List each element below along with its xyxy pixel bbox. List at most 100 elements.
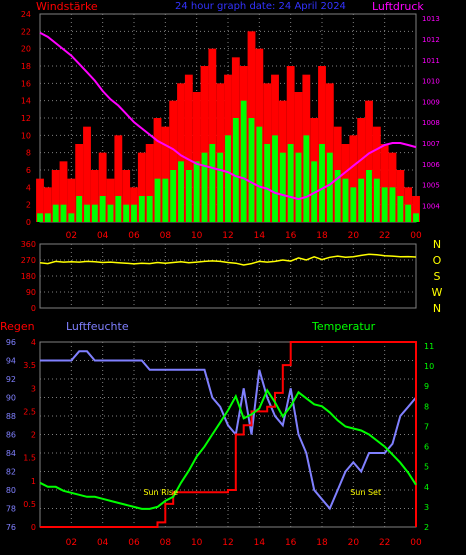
wind-avg-bar bbox=[99, 196, 106, 222]
wind-gust-bar bbox=[51, 170, 60, 222]
compass-label: N bbox=[433, 238, 441, 251]
temp-y-tick-label: 2 bbox=[424, 523, 429, 532]
wind-gust-bar bbox=[404, 187, 413, 222]
x-tick-label: 08 bbox=[160, 538, 172, 548]
wind-avg-bar bbox=[60, 204, 67, 222]
wind-gust-bar bbox=[98, 152, 107, 222]
wind-gust-bar bbox=[153, 118, 162, 222]
pressure-y-tick-label: 1009 bbox=[422, 98, 440, 106]
wind-gust-bar bbox=[106, 178, 115, 222]
wind-avg-bar bbox=[178, 161, 184, 222]
x-tick-label: 12 bbox=[222, 231, 233, 241]
wind-avg-bar bbox=[162, 178, 169, 222]
rain-line bbox=[40, 341, 417, 528]
temperatur-label: Temperatur bbox=[311, 320, 376, 333]
wind-avg-bar bbox=[154, 178, 161, 222]
x-tick-label: 22 bbox=[379, 231, 390, 241]
wind-gust-bar bbox=[169, 100, 178, 222]
direction-y-tick-label: 90 bbox=[26, 288, 36, 297]
wind-gust-bar bbox=[325, 83, 334, 222]
wind-gust-bar bbox=[200, 66, 209, 222]
wind-avg-bar bbox=[311, 161, 318, 222]
wind-avg-bar bbox=[91, 204, 98, 222]
wind-y-tick-label: 16 bbox=[21, 79, 31, 88]
wind-avg-bar bbox=[44, 213, 51, 222]
wind-y-tick-label: 14 bbox=[21, 97, 31, 106]
x-tick-label: 04 bbox=[97, 538, 109, 548]
wind-gust-bar bbox=[83, 126, 91, 222]
wind-avg-bar bbox=[381, 187, 388, 222]
humidity-y-tick-label: 90 bbox=[6, 394, 16, 403]
x-tick-label: 20 bbox=[348, 231, 360, 241]
pressure-y-tick-label: 1008 bbox=[422, 119, 440, 127]
humidity-line bbox=[40, 350, 417, 511]
wind-avg-bar bbox=[303, 135, 310, 222]
wind-avg-bar bbox=[264, 144, 271, 222]
x-tick-label: 18 bbox=[316, 231, 328, 241]
wind-gust-bar bbox=[177, 83, 185, 222]
direction-panel: 0 N 90 W 180 S 270 O 360 N bbox=[21, 238, 443, 315]
rain-y-tick-label: 1.5 bbox=[23, 454, 36, 463]
wind-avg-bar bbox=[170, 170, 177, 222]
wind-gust-bar bbox=[36, 178, 44, 222]
luftfeuchte-label: Luftfeuchte bbox=[66, 320, 129, 333]
x-tick-label: 16 bbox=[285, 538, 297, 548]
x-tick-label: 10 bbox=[191, 231, 203, 241]
wind-gust-bar bbox=[184, 74, 193, 223]
wind-avg-bar bbox=[358, 178, 365, 222]
x-tick-label: 00 bbox=[410, 538, 422, 548]
wind-gust-bar bbox=[216, 83, 225, 222]
wind-gust-bar bbox=[365, 100, 373, 222]
wind-gust-bar bbox=[122, 170, 131, 222]
x-tick-label: 14 bbox=[254, 538, 266, 548]
temp-y-tick-label: 6 bbox=[424, 443, 429, 452]
luftdruck-label: Luftdruck bbox=[372, 0, 424, 13]
temp-y-tick-label: 8 bbox=[424, 402, 429, 411]
wind-avg-bar bbox=[68, 213, 75, 222]
x-tick-label: 18 bbox=[316, 538, 328, 548]
wind-gust-bar bbox=[349, 135, 358, 222]
wind-y-tick-label: 12 bbox=[21, 114, 31, 123]
x-tick-label: 20 bbox=[348, 538, 360, 548]
wind-avg-bar bbox=[123, 204, 130, 222]
x-tick-label: 02 bbox=[66, 231, 77, 241]
wind-y-tick-label: 10 bbox=[21, 131, 31, 140]
direction-y-tick-label: 180 bbox=[21, 272, 36, 281]
wind-avg-bar bbox=[138, 196, 145, 222]
wind-avg-bar bbox=[326, 152, 333, 222]
wind-avg-bar bbox=[131, 204, 137, 222]
rain-y-tick-label: 4 bbox=[31, 338, 36, 347]
wind-avg-bar bbox=[52, 204, 59, 222]
wind-avg-bar bbox=[405, 204, 412, 222]
wind-panel: 0246810121416182022241004100510061007100… bbox=[21, 10, 441, 241]
wind-gust-bar bbox=[75, 144, 84, 222]
x-tick-label: 22 bbox=[379, 538, 390, 548]
x-tick-label: 00 bbox=[410, 231, 422, 241]
wind-y-tick-label: 2 bbox=[26, 201, 31, 210]
humidity-y-tick-label: 82 bbox=[6, 468, 16, 477]
direction-y-tick-label: 360 bbox=[21, 240, 36, 249]
wind-avg-bar bbox=[366, 170, 372, 222]
wind-avg-bar bbox=[209, 144, 216, 222]
humidity-y-tick-label: 76 bbox=[6, 523, 16, 532]
humidity-y-tick-label: 94 bbox=[6, 357, 16, 366]
x-tick-label: 04 bbox=[97, 231, 109, 241]
temperature-line bbox=[39, 388, 417, 510]
wind-gust-bar bbox=[161, 126, 170, 222]
wind-avg-bar bbox=[279, 152, 286, 222]
wind-avg-bar bbox=[319, 144, 325, 222]
pressure-y-tick-label: 1006 bbox=[422, 161, 440, 169]
direction-y-tick-label: 0 bbox=[31, 304, 36, 313]
wind-gust-bar bbox=[372, 126, 381, 222]
humidity-y-tick-label: 78 bbox=[6, 505, 16, 514]
wind-avg-bar bbox=[350, 187, 357, 222]
wind-avg-bar bbox=[146, 196, 153, 222]
rain-y-tick-label: 2 bbox=[31, 431, 36, 440]
wind-gust-bar bbox=[137, 152, 146, 222]
wind-gust-bar bbox=[114, 135, 123, 222]
temp-y-tick-label: 10 bbox=[424, 362, 434, 371]
temp-y-tick-label: 5 bbox=[424, 463, 429, 472]
wind-gust-bar bbox=[43, 187, 52, 222]
